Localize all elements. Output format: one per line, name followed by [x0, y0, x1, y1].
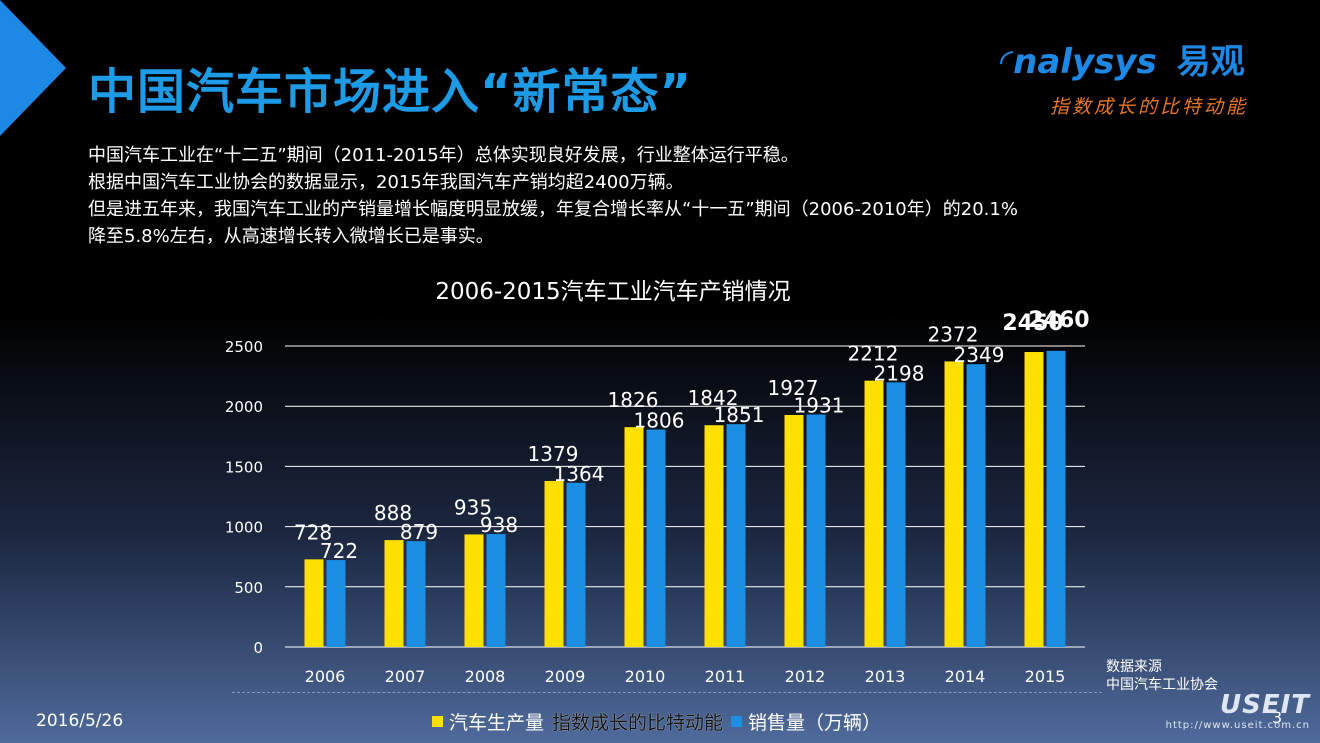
analysys-logo: ◜nalysys 易观 指数成长的比特动能 — [1000, 34, 1290, 124]
intro-line: 但是进五年来，我国汽车工业的产销量增长幅度明显放缓，年复合增长率从“十一五”期间… — [88, 199, 1018, 220]
data-label: 1379 — [528, 442, 579, 466]
chart-legend: 汽车生产量 指数成长的比特动能 销售量（万辆） — [432, 708, 881, 735]
bar-production — [864, 380, 884, 647]
bar-sales — [486, 534, 506, 647]
legend-item-production: 汽车生产量 — [432, 708, 544, 735]
bar-production — [464, 534, 484, 647]
bar-sales — [566, 482, 586, 647]
bar-production — [704, 425, 724, 647]
data-source: 数据来源 中国汽车工业协会 — [1106, 658, 1218, 694]
watermark-logo: USEIT — [1219, 690, 1310, 720]
legend-item-sales: 销售量（万辆） — [731, 708, 881, 735]
x-tick-label: 2010 — [625, 667, 666, 686]
bar-sales — [806, 414, 826, 647]
x-tick-label: 2011 — [705, 667, 746, 686]
useit-watermark: USEIT http://www.useit.com.cn — [1160, 690, 1310, 731]
x-tick-label: 2014 — [945, 667, 986, 686]
bar-sales — [646, 429, 666, 647]
bar-sales — [406, 541, 426, 647]
x-tick-label: 2013 — [865, 667, 906, 686]
logo-chinese: 易观 — [1176, 42, 1245, 82]
bar-production — [624, 427, 644, 647]
bar-production — [784, 414, 804, 647]
chart-title: 2006-2015汽车工业汽车产销情况 — [435, 279, 791, 305]
y-tick-label: 500 — [234, 579, 263, 597]
bar-production — [1024, 352, 1044, 647]
legend-label-sales: 销售量（万辆） — [748, 712, 882, 734]
bar-sales — [326, 560, 346, 647]
data-label: 888 — [374, 501, 412, 525]
bar-production — [384, 540, 404, 647]
source-value: 中国汽车工业协会 — [1106, 677, 1218, 693]
data-label: 1851 — [714, 403, 765, 427]
legend-label-production: 汽车生产量 — [449, 712, 545, 734]
x-tick-label: 2006 — [305, 667, 346, 686]
y-tick-label: 1500 — [225, 458, 263, 476]
x-tick-label: 2012 — [785, 667, 826, 686]
data-label: 935 — [454, 495, 492, 519]
x-tick-label: 2009 — [545, 667, 586, 686]
bar-production — [544, 480, 564, 647]
bar-sales — [726, 424, 746, 647]
y-tick-label: 2500 — [225, 338, 263, 356]
x-tick-label: 2015 — [1025, 667, 1066, 686]
legend-swatch-sales — [731, 716, 743, 727]
data-label: 1927 — [768, 376, 819, 400]
data-label: 1826 — [608, 388, 659, 412]
data-label: 2372 — [928, 322, 979, 346]
data-label: 2212 — [848, 342, 899, 366]
intro-line: 降至5.8%左右，从高速增长转入微增长已是事实。 — [88, 226, 494, 247]
logo-text: nalysys — [1013, 42, 1157, 82]
intro-line: 中国汽车工业在“十二五”期间（2011-2015年）总体实现良好发展，行业整体运… — [88, 145, 799, 166]
data-label: 728 — [294, 520, 332, 544]
data-label: 2460 — [1028, 308, 1089, 333]
bar-sales — [886, 382, 906, 647]
data-label: 2198 — [874, 361, 925, 385]
x-tick-label: 2008 — [465, 667, 506, 686]
intro-text: 中国汽车工业在“十二五”期间（2011-2015年）总体实现良好发展，行业整体运… — [88, 142, 1018, 250]
watermark-url: http://www.useit.com.cn — [1165, 720, 1310, 731]
data-label: 1842 — [688, 386, 739, 410]
data-label: 722 — [320, 539, 358, 563]
logo-slogan: 指数成长的比特动能 — [1050, 96, 1249, 118]
bar-sales — [1046, 350, 1066, 647]
data-label: 1806 — [634, 409, 685, 433]
y-tick-label: 1000 — [225, 519, 263, 537]
data-label: 879 — [400, 520, 438, 544]
corner-triangle-decoration — [0, 0, 66, 136]
data-label: 2450 — [1002, 311, 1063, 336]
footer-divider — [232, 692, 1102, 693]
page-number: 3 — [1272, 708, 1283, 727]
data-label: 1931 — [794, 394, 845, 418]
legend-swatch-production — [432, 716, 443, 727]
data-label: 2349 — [954, 343, 1005, 367]
y-tick-label: 2000 — [225, 398, 263, 416]
logo-mark: ◜nalysys — [1000, 42, 1169, 82]
data-label: 938 — [480, 513, 518, 537]
bar-production — [304, 559, 324, 647]
footer-date: 2016/5/26 — [36, 711, 124, 731]
intro-line: 根据中国汽车工业协会的数据显示，2015年我国汽车产销均超2400万辆。 — [88, 172, 684, 193]
source-label: 数据来源 — [1106, 659, 1162, 675]
x-tick-label: 2007 — [385, 667, 426, 686]
logo-swoosh-icon: ◜ — [1000, 42, 1014, 82]
bar-production — [944, 361, 964, 647]
data-label: 1364 — [554, 462, 605, 486]
y-tick-label: 0 — [253, 639, 263, 657]
legend-slogan-overlay: 指数成长的比特动能 — [552, 712, 724, 734]
page-title: 中国汽车市场进入“新常态” — [88, 64, 693, 120]
bar-sales — [966, 364, 986, 647]
